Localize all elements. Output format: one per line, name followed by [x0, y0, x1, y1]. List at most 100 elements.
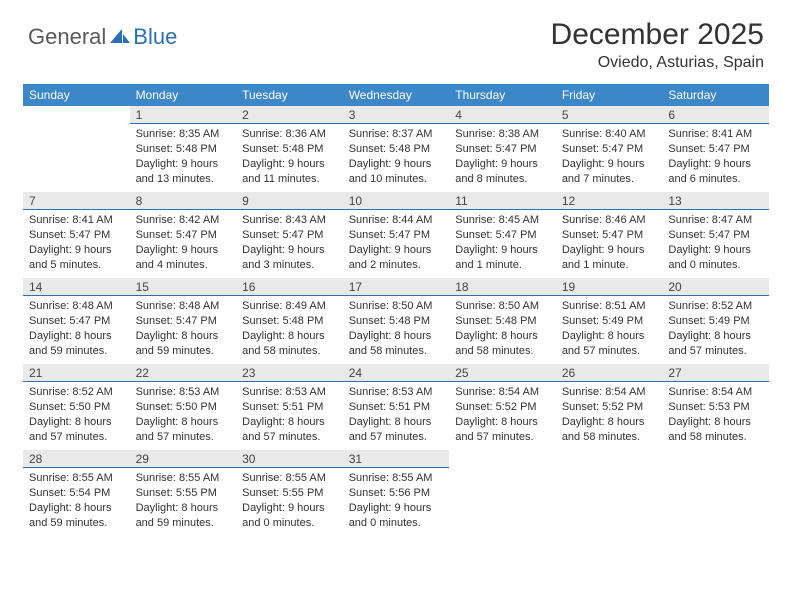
- day-details: Sunrise: 8:48 AMSunset: 5:47 PMDaylight:…: [130, 296, 237, 362]
- day-details: Sunrise: 8:41 AMSunset: 5:47 PMDaylight:…: [662, 124, 769, 190]
- calendar-cell: 10Sunrise: 8:44 AMSunset: 5:47 PMDayligh…: [343, 192, 450, 278]
- sunset-text: Sunset: 5:47 PM: [668, 228, 763, 243]
- daylight-text: Daylight: 9 hours and 2 minutes.: [349, 243, 444, 273]
- day-number: 19: [556, 278, 663, 296]
- daylight-text: Daylight: 8 hours and 57 minutes.: [136, 415, 231, 445]
- day-number: 18: [449, 278, 556, 296]
- day-details: Sunrise: 8:54 AMSunset: 5:52 PMDaylight:…: [449, 382, 556, 448]
- day-details: Sunrise: 8:42 AMSunset: 5:47 PMDaylight:…: [130, 210, 237, 276]
- daylight-text: Daylight: 8 hours and 59 minutes.: [29, 501, 124, 531]
- sunset-text: Sunset: 5:48 PM: [349, 142, 444, 157]
- daylight-text: Daylight: 9 hours and 1 minute.: [455, 243, 550, 273]
- daylight-text: Daylight: 9 hours and 8 minutes.: [455, 157, 550, 187]
- calendar-cell: 3Sunrise: 8:37 AMSunset: 5:48 PMDaylight…: [343, 106, 450, 192]
- location-label: Oviedo, Asturias, Spain: [551, 54, 764, 72]
- calendar-row: 21Sunrise: 8:52 AMSunset: 5:50 PMDayligh…: [23, 364, 769, 450]
- sunset-text: Sunset: 5:47 PM: [349, 228, 444, 243]
- sunrise-text: Sunrise: 8:51 AM: [562, 299, 657, 314]
- brand-part1: General: [28, 24, 106, 50]
- calendar-cell: 8Sunrise: 8:42 AMSunset: 5:47 PMDaylight…: [130, 192, 237, 278]
- sunset-text: Sunset: 5:47 PM: [136, 228, 231, 243]
- calendar-cell: 21Sunrise: 8:52 AMSunset: 5:50 PMDayligh…: [23, 364, 130, 450]
- sunrise-text: Sunrise: 8:50 AM: [349, 299, 444, 314]
- day-number: 16: [236, 278, 343, 296]
- daylight-text: Daylight: 9 hours and 6 minutes.: [668, 157, 763, 187]
- daylight-text: Daylight: 8 hours and 57 minutes.: [242, 415, 337, 445]
- calendar-cell: 9Sunrise: 8:43 AMSunset: 5:47 PMDaylight…: [236, 192, 343, 278]
- day-details: Sunrise: 8:37 AMSunset: 5:48 PMDaylight:…: [343, 124, 450, 190]
- day-details: Sunrise: 8:52 AMSunset: 5:50 PMDaylight:…: [23, 382, 130, 448]
- sunrise-text: Sunrise: 8:48 AM: [136, 299, 231, 314]
- daylight-text: Daylight: 9 hours and 1 minute.: [562, 243, 657, 273]
- calendar-cell: 15Sunrise: 8:48 AMSunset: 5:47 PMDayligh…: [130, 278, 237, 364]
- sunset-text: Sunset: 5:52 PM: [455, 400, 550, 415]
- day-number: [556, 450, 663, 468]
- sunrise-text: Sunrise: 8:53 AM: [242, 385, 337, 400]
- sunset-text: Sunset: 5:47 PM: [455, 228, 550, 243]
- daylight-text: Daylight: 8 hours and 57 minutes.: [29, 415, 124, 445]
- sunrise-text: Sunrise: 8:42 AM: [136, 213, 231, 228]
- day-number: 22: [130, 364, 237, 382]
- sunrise-text: Sunrise: 8:54 AM: [668, 385, 763, 400]
- day-details: Sunrise: 8:53 AMSunset: 5:51 PMDaylight:…: [343, 382, 450, 448]
- calendar-cell: 23Sunrise: 8:53 AMSunset: 5:51 PMDayligh…: [236, 364, 343, 450]
- sunset-text: Sunset: 5:56 PM: [349, 486, 444, 501]
- day-number: 26: [556, 364, 663, 382]
- sunset-text: Sunset: 5:49 PM: [668, 314, 763, 329]
- day-details: Sunrise: 8:43 AMSunset: 5:47 PMDaylight:…: [236, 210, 343, 276]
- day-number: 9: [236, 192, 343, 210]
- calendar-row: 28Sunrise: 8:55 AMSunset: 5:54 PMDayligh…: [23, 450, 769, 536]
- day-number: 27: [662, 364, 769, 382]
- day-details: Sunrise: 8:41 AMSunset: 5:47 PMDaylight:…: [23, 210, 130, 276]
- calendar-cell: [556, 450, 663, 536]
- daylight-text: Daylight: 8 hours and 59 minutes.: [29, 329, 124, 359]
- calendar-cell: 14Sunrise: 8:48 AMSunset: 5:47 PMDayligh…: [23, 278, 130, 364]
- sunrise-text: Sunrise: 8:54 AM: [562, 385, 657, 400]
- sunrise-text: Sunrise: 8:43 AM: [242, 213, 337, 228]
- calendar-cell: [662, 450, 769, 536]
- day-number: 21: [23, 364, 130, 382]
- sunrise-text: Sunrise: 8:36 AM: [242, 127, 337, 142]
- day-number: 1: [130, 106, 237, 124]
- sunrise-text: Sunrise: 8:46 AM: [562, 213, 657, 228]
- day-number: 2: [236, 106, 343, 124]
- daylight-text: Daylight: 8 hours and 58 minutes.: [349, 329, 444, 359]
- calendar-cell: 18Sunrise: 8:50 AMSunset: 5:48 PMDayligh…: [449, 278, 556, 364]
- sunrise-text: Sunrise: 8:54 AM: [455, 385, 550, 400]
- calendar-cell: 28Sunrise: 8:55 AMSunset: 5:54 PMDayligh…: [23, 450, 130, 536]
- day-details: Sunrise: 8:47 AMSunset: 5:47 PMDaylight:…: [662, 210, 769, 276]
- calendar-cell: 24Sunrise: 8:53 AMSunset: 5:51 PMDayligh…: [343, 364, 450, 450]
- daylight-text: Daylight: 9 hours and 3 minutes.: [242, 243, 337, 273]
- daylight-text: Daylight: 8 hours and 57 minutes.: [562, 329, 657, 359]
- weekday-header: Tuesday: [236, 84, 343, 106]
- day-details: Sunrise: 8:49 AMSunset: 5:48 PMDaylight:…: [236, 296, 343, 362]
- day-number: 20: [662, 278, 769, 296]
- day-details: Sunrise: 8:45 AMSunset: 5:47 PMDaylight:…: [449, 210, 556, 276]
- sunset-text: Sunset: 5:53 PM: [668, 400, 763, 415]
- daylight-text: Daylight: 9 hours and 0 minutes.: [668, 243, 763, 273]
- calendar-cell: 22Sunrise: 8:53 AMSunset: 5:50 PMDayligh…: [130, 364, 237, 450]
- daylight-text: Daylight: 9 hours and 11 minutes.: [242, 157, 337, 187]
- day-number: 5: [556, 106, 663, 124]
- day-details: Sunrise: 8:35 AMSunset: 5:48 PMDaylight:…: [130, 124, 237, 190]
- sunrise-text: Sunrise: 8:44 AM: [349, 213, 444, 228]
- sunrise-text: Sunrise: 8:45 AM: [455, 213, 550, 228]
- title-block: December 2025 Oviedo, Asturias, Spain: [551, 18, 764, 72]
- sunset-text: Sunset: 5:51 PM: [242, 400, 337, 415]
- sunset-text: Sunset: 5:47 PM: [29, 228, 124, 243]
- day-details: Sunrise: 8:38 AMSunset: 5:47 PMDaylight:…: [449, 124, 556, 190]
- sunset-text: Sunset: 5:48 PM: [242, 314, 337, 329]
- day-details: Sunrise: 8:54 AMSunset: 5:53 PMDaylight:…: [662, 382, 769, 448]
- sunset-text: Sunset: 5:48 PM: [455, 314, 550, 329]
- brand-logo: General Blue: [28, 24, 177, 50]
- day-details: Sunrise: 8:40 AMSunset: 5:47 PMDaylight:…: [556, 124, 663, 190]
- day-number: 29: [130, 450, 237, 468]
- daylight-text: Daylight: 9 hours and 0 minutes.: [349, 501, 444, 531]
- day-number: 11: [449, 192, 556, 210]
- sunrise-text: Sunrise: 8:53 AM: [349, 385, 444, 400]
- day-number: 24: [343, 364, 450, 382]
- daylight-text: Daylight: 8 hours and 57 minutes.: [455, 415, 550, 445]
- calendar-cell: 6Sunrise: 8:41 AMSunset: 5:47 PMDaylight…: [662, 106, 769, 192]
- day-number: 7: [23, 192, 130, 210]
- calendar-cell: 26Sunrise: 8:54 AMSunset: 5:52 PMDayligh…: [556, 364, 663, 450]
